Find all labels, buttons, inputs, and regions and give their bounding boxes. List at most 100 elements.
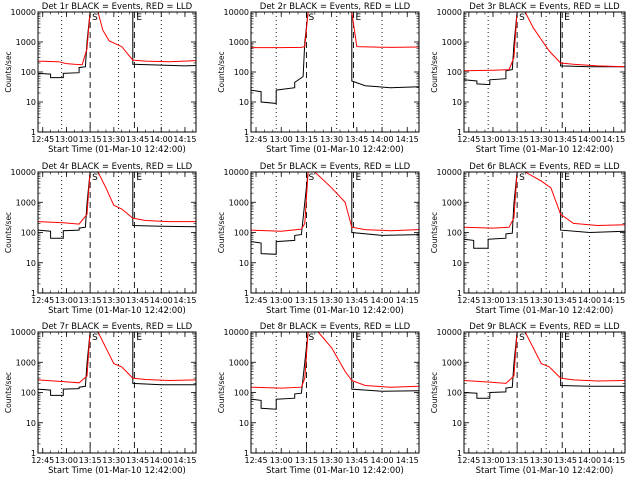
x-tick-label: 13:15 <box>295 296 318 305</box>
panel-title: Det 1r BLACK = Events, RED = LLD <box>42 2 193 12</box>
x-tick-label: 12:45 <box>31 296 54 305</box>
x-tick-label: 13:45 <box>345 456 368 465</box>
y-tick-label: 100 <box>21 389 36 398</box>
interval-marker-label: E <box>355 333 361 343</box>
x-tick-label: 13:15 <box>506 456 529 465</box>
x-tick-label: 13:45 <box>345 296 368 305</box>
x-tick-label: 12:45 <box>31 456 54 465</box>
y-tick-label: 1000 <box>229 198 249 207</box>
interval-marker-label: E <box>564 13 570 23</box>
lld-series-line <box>38 332 196 384</box>
x-tick-label: 13:30 <box>320 456 343 465</box>
x-tick-label: 14:15 <box>602 296 625 305</box>
x-tick-label: 13:30 <box>102 135 125 144</box>
x-tick-label: 13:00 <box>481 456 504 465</box>
panel-title: Det 3r BLACK = Events, RED = LLD <box>469 2 620 12</box>
lld-series-line <box>464 12 625 72</box>
y-axis-label: Counts/sec <box>430 212 439 253</box>
events-series-line <box>38 12 196 79</box>
y-tick-label: 1 <box>31 449 36 458</box>
x-tick-label: 12:45 <box>457 456 480 465</box>
x-tick-label: 14:15 <box>173 135 196 144</box>
x-tick-label: 14:00 <box>371 296 394 305</box>
interval-marker-label: S <box>519 333 525 343</box>
x-tick-label: 14:15 <box>396 135 419 144</box>
y-tick-label: 10000 <box>224 328 249 337</box>
y-tick-label: 100 <box>447 68 462 77</box>
y-tick-label: 100 <box>447 389 462 398</box>
y-tick-label: 1 <box>457 449 462 458</box>
y-tick-label: 10 <box>26 98 36 107</box>
interval-marker-label: E <box>136 333 142 343</box>
y-tick-label: 1 <box>31 289 36 298</box>
y-tick-label: 1000 <box>16 198 36 207</box>
y-tick-label: 100 <box>234 68 249 77</box>
x-tick-label: 14:15 <box>396 456 419 465</box>
x-tick-label: 13:15 <box>295 456 318 465</box>
x-axis-label: Start Time (01-Mar-10 12:42:00) <box>48 306 186 316</box>
y-tick-label: 10000 <box>11 8 36 17</box>
y-tick-label: 1000 <box>16 358 36 367</box>
x-axis-label: Start Time (01-Mar-10 12:42:00) <box>476 145 614 155</box>
y-axis-label: Counts/sec <box>430 51 439 92</box>
interval-marker-label: S <box>308 173 314 183</box>
y-axis-label: Counts/sec <box>217 51 226 92</box>
x-tick-label: 14:00 <box>371 135 394 144</box>
lld-series-line <box>251 12 419 49</box>
interval-marker-label: S <box>92 13 98 23</box>
y-axis-label: Counts/sec <box>4 51 13 92</box>
x-tick-label: 13:30 <box>530 456 553 465</box>
y-tick-label: 1000 <box>442 198 462 207</box>
y-tick-label: 10000 <box>11 328 36 337</box>
x-tick-label: 13:00 <box>481 296 504 305</box>
x-tick-label: 12:45 <box>245 456 268 465</box>
interval-marker-label: S <box>308 333 314 343</box>
lld-series-line <box>38 12 196 66</box>
y-tick-label: 1000 <box>442 38 462 47</box>
x-axis-label: Start Time (01-Mar-10 12:42:00) <box>266 466 404 476</box>
x-tick-label: 13:15 <box>506 296 529 305</box>
y-tick-label: 10000 <box>437 328 462 337</box>
events-series-line <box>464 12 625 86</box>
y-tick-label: 1 <box>457 289 462 298</box>
y-tick-label: 10000 <box>224 8 249 17</box>
x-tick-label: 13:00 <box>270 135 293 144</box>
panel-title: Det 8r BLACK = Events, RED = LLD <box>260 322 411 332</box>
interval-marker-label: S <box>92 333 98 343</box>
interval-marker-label: E <box>136 173 142 183</box>
interval-marker-label: S <box>519 173 525 183</box>
x-tick-label: 14:00 <box>150 456 173 465</box>
x-tick-label: 14:00 <box>371 456 394 465</box>
x-tick-label: 13:00 <box>55 296 78 305</box>
events-series-line <box>251 172 419 255</box>
y-tick-label: 10 <box>452 419 462 428</box>
interval-marker-label: S <box>308 13 314 23</box>
x-tick-label: 13:15 <box>506 135 529 144</box>
x-tick-label: 13:00 <box>481 135 504 144</box>
y-tick-label: 1 <box>457 128 462 137</box>
x-tick-label: 13:30 <box>530 296 553 305</box>
y-tick-label: 10 <box>239 419 249 428</box>
interval-marker-label: S <box>92 173 98 183</box>
x-tick-label: 13:45 <box>554 135 577 144</box>
interval-marker-label: E <box>564 173 570 183</box>
x-axis-label: Start Time (01-Mar-10 12:42:00) <box>48 466 186 476</box>
x-tick-label: 14:00 <box>578 296 601 305</box>
y-tick-label: 10000 <box>437 168 462 177</box>
events-series-line <box>38 172 196 239</box>
x-tick-label: 14:15 <box>602 456 625 465</box>
x-tick-label: 12:45 <box>457 135 480 144</box>
x-tick-label: 12:45 <box>245 135 268 144</box>
interval-marker-label: S <box>519 13 525 23</box>
x-tick-label: 12:45 <box>457 296 480 305</box>
y-tick-label: 1 <box>31 128 36 137</box>
x-tick-label: 13:30 <box>102 296 125 305</box>
x-tick-label: 13:15 <box>79 296 102 305</box>
y-axis-label: Counts/sec <box>4 372 13 413</box>
panel-title: Det 5r BLACK = Events, RED = LLD <box>260 162 411 172</box>
